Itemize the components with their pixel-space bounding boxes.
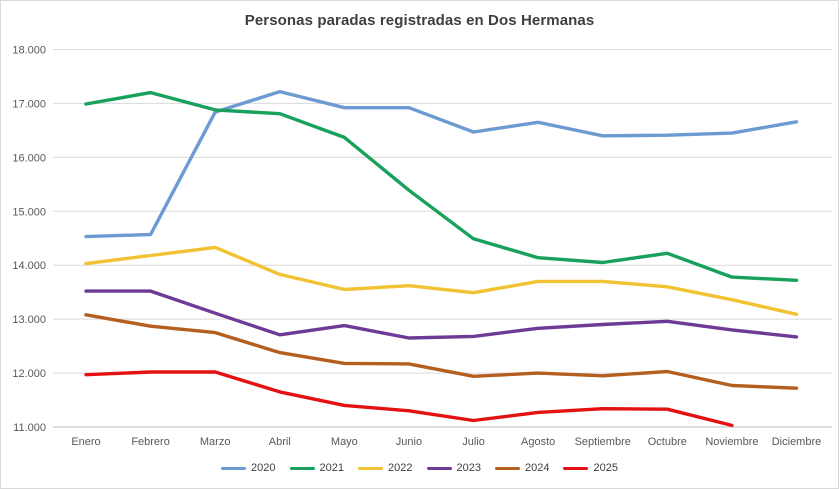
legend-label: 2020 (251, 462, 276, 474)
legend-swatch-2025 (563, 466, 589, 470)
legend-swatch-2024 (494, 466, 520, 470)
y-axis-label: 17.000 (12, 98, 46, 110)
legend-item-2022: 2022 (358, 462, 413, 474)
legend-swatch-2023 (426, 466, 452, 470)
legend-label: 2021 (319, 462, 345, 474)
series-line-2025 (84, 370, 734, 428)
series-line-2020 (84, 89, 799, 239)
series-line-2023 (84, 289, 799, 340)
x-axis-label: Febrero (131, 436, 170, 448)
legend-swatch-2022 (358, 466, 384, 470)
x-axis-label: Agosto (521, 436, 555, 448)
y-axis-label: 11.000 (13, 422, 46, 434)
x-axis-label: Enero (71, 436, 100, 448)
legend-swatch-2020 (221, 466, 247, 470)
legend: 2020 2021 2022 2023 2024 2025 (1, 457, 838, 479)
legend-label: 2022 (388, 462, 413, 474)
legend-item-2025: 2025 (563, 462, 618, 474)
legend-label: 2025 (593, 462, 618, 474)
x-axis-label: Abril (269, 436, 291, 448)
series-line-2022 (84, 245, 799, 316)
y-axis-label: 12.000 (12, 368, 46, 380)
legend-item-2024: 2024 (494, 462, 550, 474)
legend-item-2023: 2023 (426, 462, 481, 474)
series-line-2021 (84, 90, 799, 282)
x-axis-label: Septiembre (575, 436, 631, 448)
x-axis-label: Noviembre (705, 436, 758, 448)
series-line-2024 (84, 313, 799, 390)
x-axis-label: Junio (396, 436, 422, 448)
x-axis-label: Octubre (648, 436, 687, 448)
x-axis-label: Mayo (331, 436, 358, 448)
y-axis-label: 18.000 (12, 45, 46, 57)
y-axis-label: 15.000 (12, 206, 46, 218)
x-axis-label: Julio (462, 436, 485, 448)
legend-item-2020: 2020 (221, 462, 276, 474)
y-axis-label: 16.000 (12, 152, 46, 164)
legend-label: 2023 (456, 462, 481, 474)
chart-title: Personas paradas registradas en Dos Herm… (244, 12, 595, 29)
legend-item-2021: 2021 (289, 462, 345, 474)
legend-swatch-2021 (289, 466, 315, 470)
x-axis-label: Marzo (200, 436, 231, 448)
y-axis-label: 14.000 (12, 260, 46, 272)
y-axis-label: 13.000 (12, 314, 46, 326)
legend-label: 2024 (524, 462, 550, 474)
x-axis-label: Diciembre (772, 436, 822, 448)
